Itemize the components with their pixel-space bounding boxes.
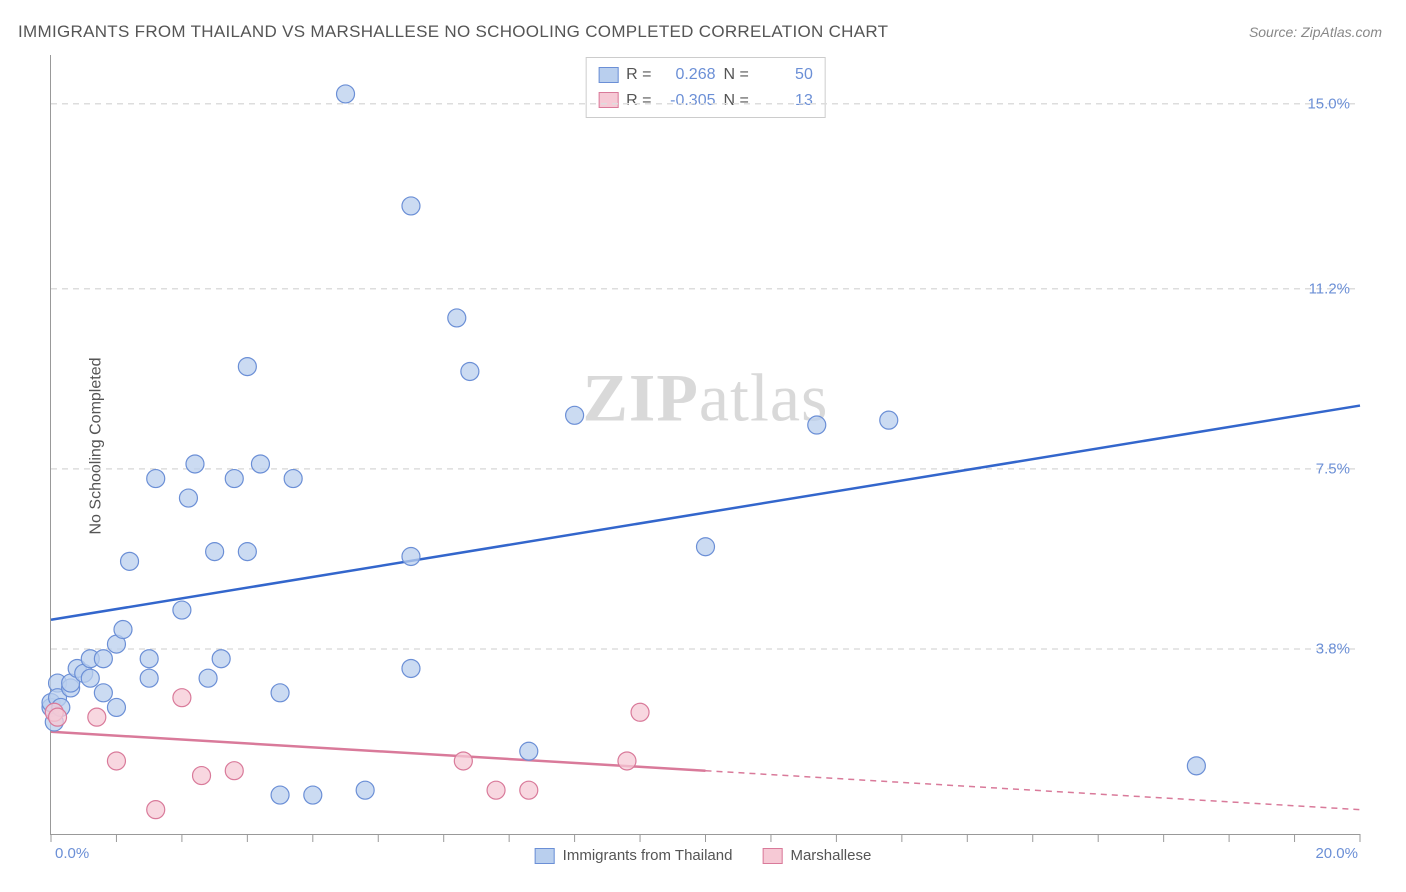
chart-title: IMMIGRANTS FROM THAILAND VS MARSHALLESE … <box>18 22 888 42</box>
legend-swatch-0 <box>535 848 555 864</box>
y-tick-label: 3.8% <box>1316 640 1350 657</box>
x-axis-max-label: 20.0% <box>1315 845 1358 862</box>
chart-svg <box>51 55 1360 834</box>
legend-item-0: Immigrants from Thailand <box>535 847 733 864</box>
y-tick-label: 11.2% <box>1309 280 1350 297</box>
legend-item-1: Marshallese <box>762 847 871 864</box>
y-tick-label: 7.5% <box>1316 460 1350 477</box>
bottom-legend: Immigrants from Thailand Marshallese <box>535 847 872 864</box>
legend-swatch-1 <box>762 848 782 864</box>
source-label: Source: ZipAtlas.com <box>1249 24 1382 40</box>
y-tick-label: 15.0% <box>1307 95 1350 112</box>
legend-label-0: Immigrants from Thailand <box>563 847 733 864</box>
x-axis-min-label: 0.0% <box>55 845 89 862</box>
legend-label-1: Marshallese <box>790 847 871 864</box>
plot-area: ZIPatlas R = 0.268 N = 50 R = -0.305 N =… <box>50 55 1360 835</box>
